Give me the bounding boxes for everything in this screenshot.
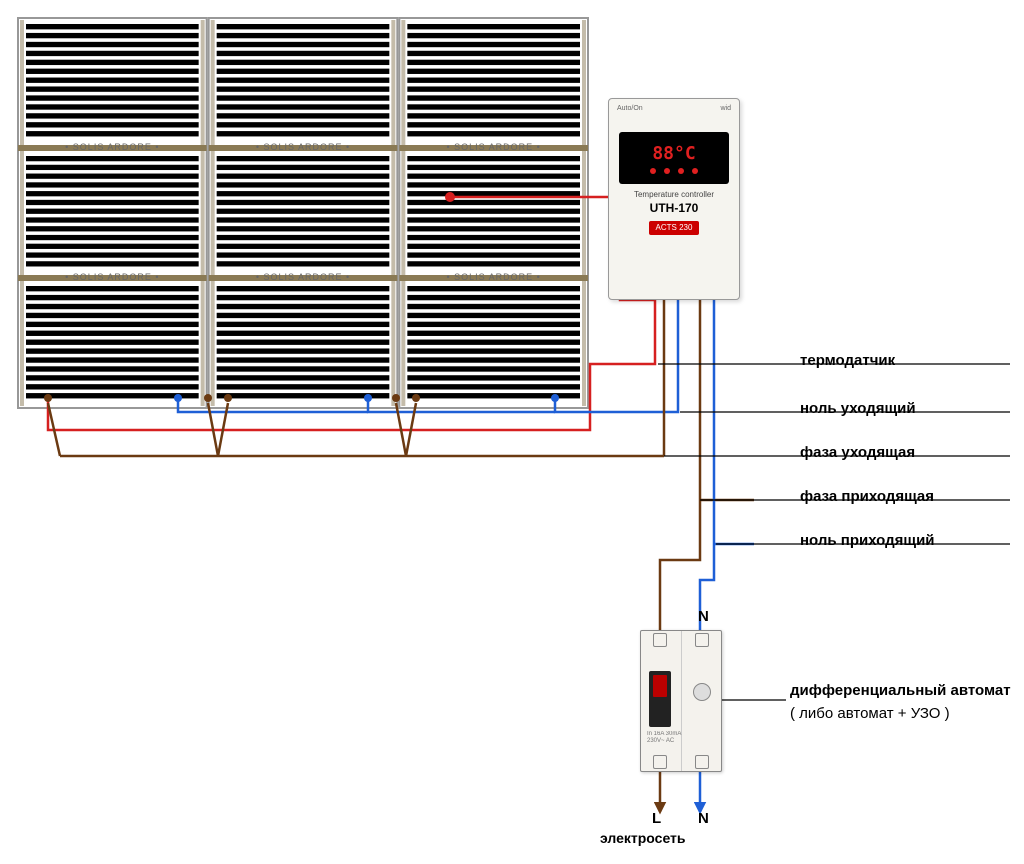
mains-l-label: L (652, 810, 661, 827)
annotation-1: ноль уходящий (800, 400, 916, 417)
breaker-top-n-label: N (698, 608, 709, 625)
breaker-annotation-line2: ( либо автомат + УЗО ) (790, 705, 950, 722)
thermostat-tiny-left: Auto/On (617, 105, 643, 112)
wiring-diagram (0, 0, 1024, 864)
thermostat-badge: ACTS 230 (649, 221, 699, 235)
annotation-3: фаза приходящая (800, 488, 934, 505)
thermostat-caption: Temperature controller (609, 190, 739, 199)
breaker-annotation-line1: дифференциальный автомат (790, 682, 1011, 699)
mains-n-label: N (698, 810, 709, 827)
indicator-dots (650, 168, 698, 174)
differential-breaker: In 16A 30mA230V~ AC (640, 630, 722, 772)
thermostat-tiny-right: wid (720, 105, 731, 112)
display-reading: 88°C (652, 143, 695, 164)
thermostat-model: UTH-170 (609, 201, 739, 215)
annotation-0: термодатчик (800, 352, 895, 369)
breaker-annotation: дифференциальный автомат ( либо автомат … (790, 680, 1011, 725)
annotation-2: фаза уходящая (800, 444, 915, 461)
thermostat-display: 88°C (619, 132, 729, 184)
annotation-4: ноль приходящий (800, 532, 935, 549)
breaker-button[interactable] (693, 683, 711, 701)
thermostat-controller: Auto/On wid 88°C Temperature controller … (608, 98, 740, 300)
mains-label: электросеть (600, 830, 686, 846)
breaker-switch-left[interactable] (649, 671, 671, 727)
breaker-test-area: In 16A 30mA230V~ AC (647, 731, 715, 753)
